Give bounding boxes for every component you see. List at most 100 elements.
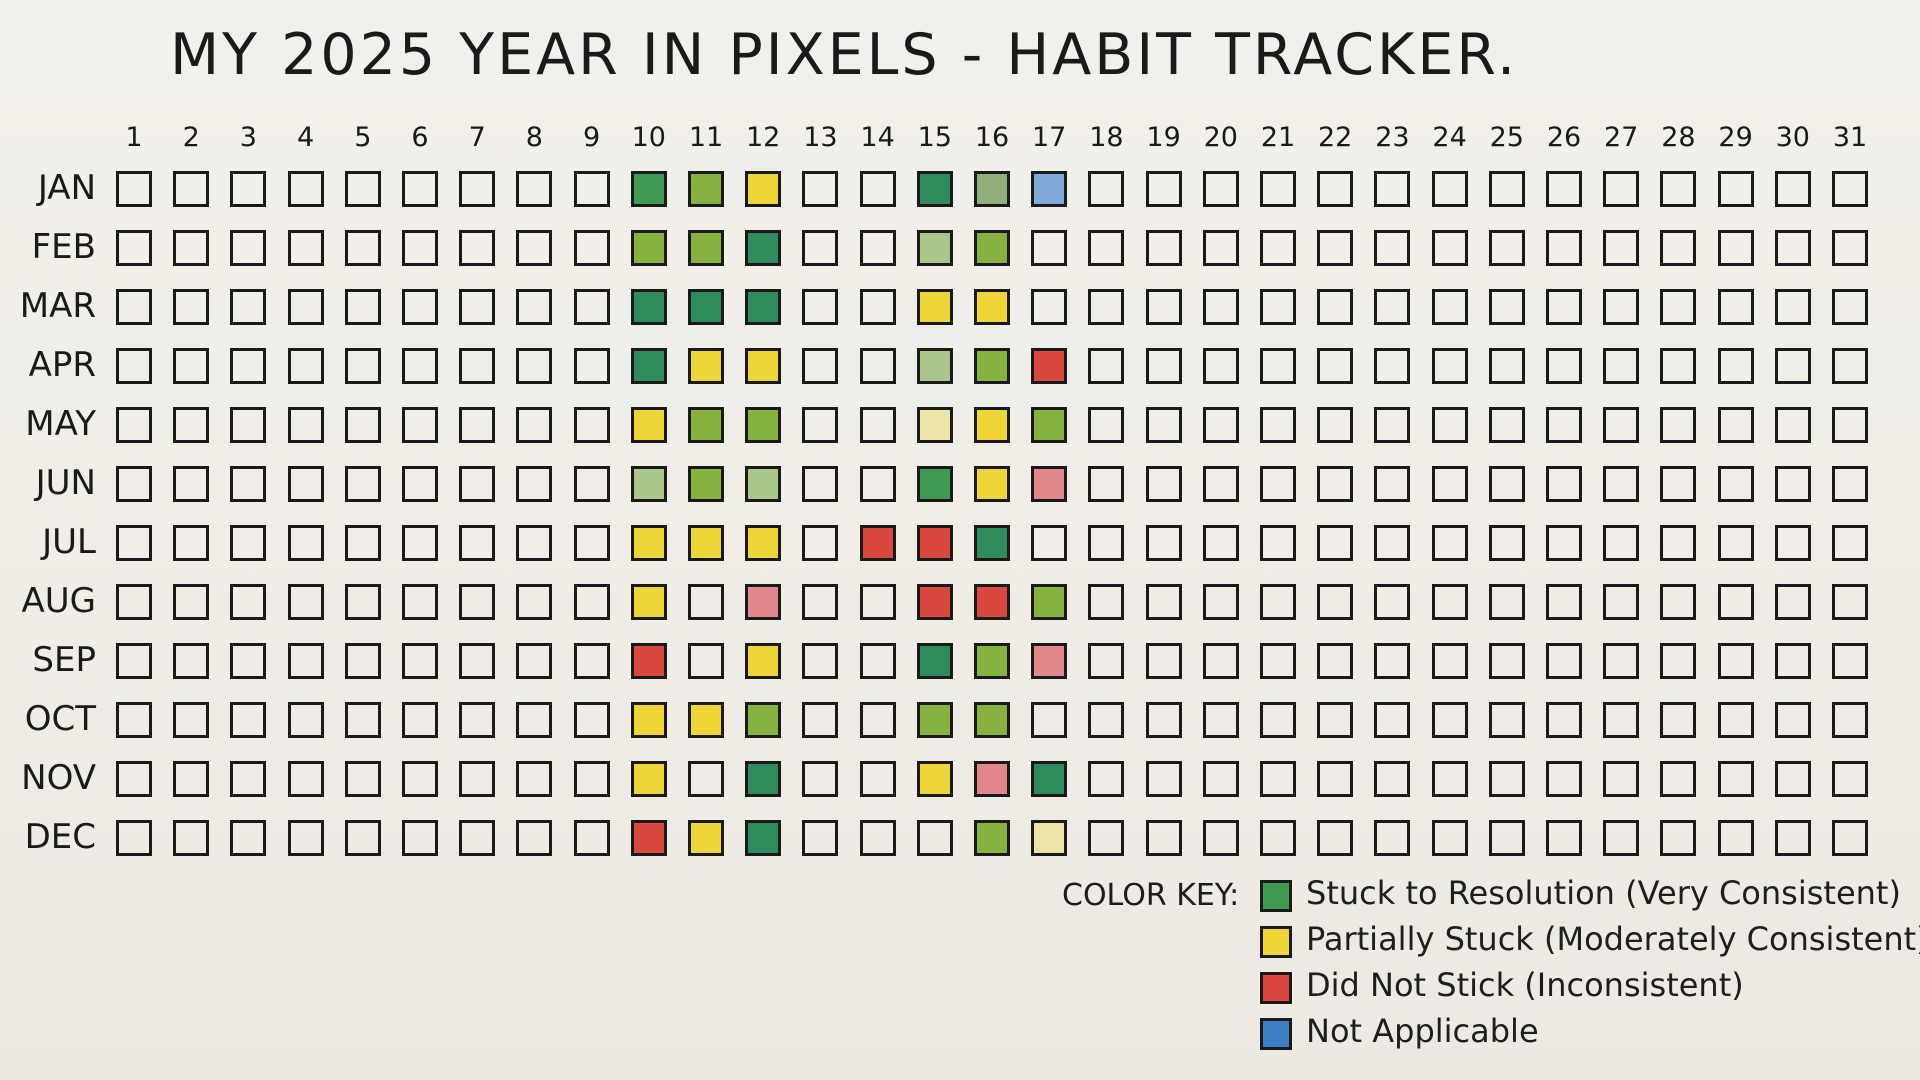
day-cell-sep-17[interactable] bbox=[1031, 643, 1068, 679]
day-cell-sep-3[interactable] bbox=[230, 643, 267, 679]
day-cell-jan-3[interactable] bbox=[230, 171, 267, 207]
day-cell-jul-27[interactable] bbox=[1603, 525, 1640, 561]
day-cell-nov-29[interactable] bbox=[1717, 761, 1754, 797]
day-cell-may-30[interactable] bbox=[1774, 407, 1811, 443]
day-cell-feb-19[interactable] bbox=[1145, 230, 1182, 266]
day-cell-oct-3[interactable] bbox=[230, 702, 267, 738]
day-cell-sep-18[interactable] bbox=[1088, 643, 1125, 679]
day-cell-oct-15[interactable] bbox=[916, 702, 953, 738]
day-cell-mar-15[interactable] bbox=[916, 289, 953, 325]
day-cell-apr-7[interactable] bbox=[459, 348, 496, 384]
day-cell-mar-29[interactable] bbox=[1717, 289, 1754, 325]
day-cell-feb-29[interactable] bbox=[1717, 230, 1754, 266]
day-cell-mar-1[interactable] bbox=[116, 289, 152, 325]
day-cell-dec-19[interactable] bbox=[1145, 820, 1182, 856]
day-cell-aug-17[interactable] bbox=[1031, 584, 1068, 620]
day-cell-dec-6[interactable] bbox=[402, 820, 438, 856]
day-cell-aug-26[interactable] bbox=[1546, 584, 1582, 620]
day-cell-oct-29[interactable] bbox=[1717, 702, 1754, 738]
day-cell-may-27[interactable] bbox=[1603, 407, 1640, 443]
day-cell-feb-13[interactable] bbox=[802, 230, 839, 266]
day-cell-oct-12[interactable] bbox=[745, 702, 782, 738]
day-cell-apr-2[interactable] bbox=[173, 348, 210, 384]
day-cell-sep-5[interactable] bbox=[344, 643, 381, 679]
day-cell-jun-3[interactable] bbox=[230, 466, 267, 502]
day-cell-mar-14[interactable] bbox=[859, 289, 896, 325]
day-cell-apr-24[interactable] bbox=[1431, 348, 1468, 384]
day-cell-jan-22[interactable] bbox=[1317, 171, 1354, 207]
day-cell-dec-16[interactable] bbox=[974, 820, 1010, 856]
day-cell-mar-27[interactable] bbox=[1603, 289, 1640, 325]
day-cell-nov-31[interactable] bbox=[1832, 761, 1868, 797]
day-cell-jun-29[interactable] bbox=[1717, 466, 1754, 502]
day-cell-sep-10[interactable] bbox=[630, 643, 667, 679]
day-cell-jul-4[interactable] bbox=[287, 525, 324, 561]
day-cell-may-13[interactable] bbox=[802, 407, 839, 443]
day-cell-apr-8[interactable] bbox=[516, 348, 553, 384]
day-cell-jul-24[interactable] bbox=[1431, 525, 1468, 561]
day-cell-apr-15[interactable] bbox=[916, 348, 953, 384]
day-cell-may-14[interactable] bbox=[859, 407, 896, 443]
day-cell-may-31[interactable] bbox=[1832, 407, 1868, 443]
day-cell-feb-23[interactable] bbox=[1374, 230, 1411, 266]
day-cell-may-18[interactable] bbox=[1088, 407, 1125, 443]
day-cell-may-8[interactable] bbox=[516, 407, 553, 443]
day-cell-jun-22[interactable] bbox=[1317, 466, 1354, 502]
day-cell-feb-1[interactable] bbox=[116, 230, 152, 266]
day-cell-jan-25[interactable] bbox=[1488, 171, 1525, 207]
day-cell-sep-21[interactable] bbox=[1260, 643, 1296, 679]
day-cell-apr-19[interactable] bbox=[1145, 348, 1182, 384]
day-cell-may-21[interactable] bbox=[1260, 407, 1296, 443]
day-cell-feb-24[interactable] bbox=[1431, 230, 1468, 266]
day-cell-jan-12[interactable] bbox=[745, 171, 782, 207]
day-cell-mar-20[interactable] bbox=[1202, 289, 1239, 325]
day-cell-may-29[interactable] bbox=[1717, 407, 1754, 443]
day-cell-jul-2[interactable] bbox=[173, 525, 210, 561]
day-cell-feb-7[interactable] bbox=[459, 230, 496, 266]
day-cell-aug-31[interactable] bbox=[1832, 584, 1868, 620]
day-cell-may-9[interactable] bbox=[573, 407, 610, 443]
day-cell-sep-8[interactable] bbox=[516, 643, 553, 679]
day-cell-may-20[interactable] bbox=[1202, 407, 1239, 443]
day-cell-feb-22[interactable] bbox=[1317, 230, 1354, 266]
day-cell-mar-18[interactable] bbox=[1088, 289, 1125, 325]
day-cell-nov-26[interactable] bbox=[1546, 761, 1582, 797]
day-cell-jan-7[interactable] bbox=[459, 171, 496, 207]
day-cell-sep-12[interactable] bbox=[745, 643, 782, 679]
day-cell-dec-20[interactable] bbox=[1202, 820, 1239, 856]
day-cell-oct-8[interactable] bbox=[516, 702, 553, 738]
day-cell-jun-26[interactable] bbox=[1546, 466, 1582, 502]
day-cell-jan-10[interactable] bbox=[630, 171, 667, 207]
day-cell-jul-20[interactable] bbox=[1202, 525, 1239, 561]
day-cell-feb-26[interactable] bbox=[1546, 230, 1582, 266]
day-cell-apr-1[interactable] bbox=[116, 348, 152, 384]
day-cell-aug-20[interactable] bbox=[1202, 584, 1239, 620]
day-cell-oct-28[interactable] bbox=[1660, 702, 1697, 738]
day-cell-jun-17[interactable] bbox=[1031, 466, 1068, 502]
day-cell-jul-10[interactable] bbox=[630, 525, 667, 561]
day-cell-nov-25[interactable] bbox=[1488, 761, 1525, 797]
day-cell-may-2[interactable] bbox=[173, 407, 210, 443]
day-cell-jan-4[interactable] bbox=[287, 171, 324, 207]
day-cell-feb-20[interactable] bbox=[1202, 230, 1239, 266]
day-cell-aug-4[interactable] bbox=[287, 584, 324, 620]
day-cell-aug-2[interactable] bbox=[173, 584, 210, 620]
day-cell-feb-28[interactable] bbox=[1660, 230, 1697, 266]
day-cell-jul-12[interactable] bbox=[745, 525, 782, 561]
day-cell-jun-10[interactable] bbox=[630, 466, 667, 502]
day-cell-apr-21[interactable] bbox=[1260, 348, 1296, 384]
day-cell-jan-8[interactable] bbox=[516, 171, 553, 207]
day-cell-jan-20[interactable] bbox=[1202, 171, 1239, 207]
day-cell-aug-15[interactable] bbox=[916, 584, 953, 620]
day-cell-may-12[interactable] bbox=[745, 407, 782, 443]
day-cell-nov-12[interactable] bbox=[745, 761, 782, 797]
day-cell-sep-28[interactable] bbox=[1660, 643, 1697, 679]
day-cell-nov-30[interactable] bbox=[1774, 761, 1811, 797]
day-cell-nov-18[interactable] bbox=[1088, 761, 1125, 797]
day-cell-oct-27[interactable] bbox=[1603, 702, 1640, 738]
day-cell-sep-24[interactable] bbox=[1431, 643, 1468, 679]
day-cell-aug-27[interactable] bbox=[1603, 584, 1640, 620]
day-cell-feb-10[interactable] bbox=[630, 230, 667, 266]
day-cell-apr-10[interactable] bbox=[630, 348, 667, 384]
day-cell-sep-25[interactable] bbox=[1488, 643, 1525, 679]
